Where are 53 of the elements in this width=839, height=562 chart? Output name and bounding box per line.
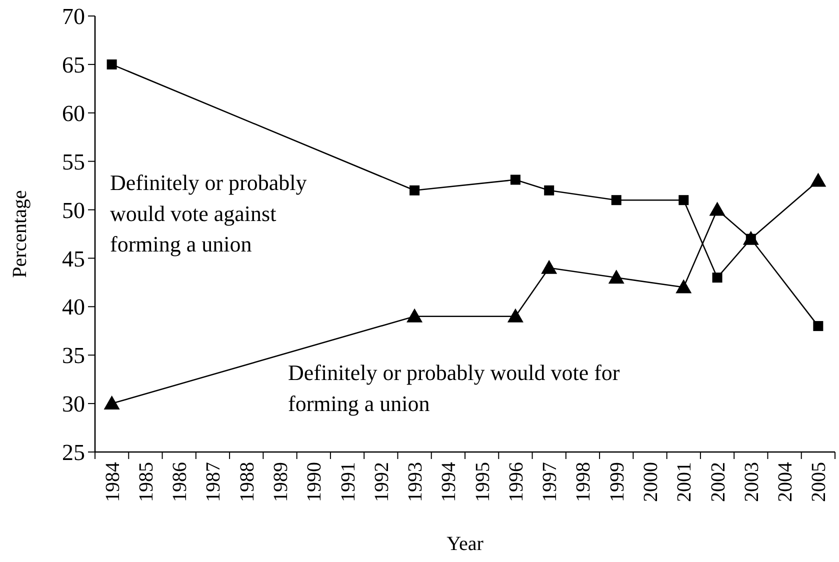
point xyxy=(676,279,692,294)
point xyxy=(544,185,554,196)
x-tick-label: 1999 xyxy=(606,462,628,502)
point xyxy=(709,202,726,216)
point xyxy=(742,230,759,245)
point xyxy=(678,195,689,206)
x-tick-label: 1987 xyxy=(202,462,225,502)
y-tick-label: 45 xyxy=(62,246,85,272)
series-label: Definitely or probably would vote for forming a union xyxy=(288,360,620,416)
x-tick-label: 1989 xyxy=(270,462,292,502)
x-tick-label: 1985 xyxy=(135,462,158,502)
x-tick-label: 1994 xyxy=(438,462,460,502)
x-tick-label: 2005 xyxy=(808,462,830,502)
x-tick-label: 1995 xyxy=(472,462,494,502)
point xyxy=(810,172,826,187)
point xyxy=(541,260,558,274)
x-tick-label: 2002 xyxy=(707,462,730,502)
point xyxy=(406,308,423,322)
point xyxy=(104,396,120,410)
point xyxy=(510,174,520,185)
point xyxy=(608,270,624,284)
x-axis-title: Year xyxy=(446,533,484,555)
y-tick-label: 50 xyxy=(62,198,85,223)
x-tick-label: 1996 xyxy=(505,462,528,502)
x-tick-label: 1988 xyxy=(236,462,258,502)
x-tick-label: 1993 xyxy=(404,462,427,502)
y-tick-label: 65 xyxy=(62,52,85,78)
y-tick-label: 70 xyxy=(62,4,85,30)
point xyxy=(507,308,524,322)
y-tick-label: 60 xyxy=(62,100,85,126)
point xyxy=(410,185,420,196)
y-tick-label: 35 xyxy=(62,343,85,368)
series-label: Definitely or probably would vote against forming a union xyxy=(110,170,307,257)
y-tick-label: 40 xyxy=(62,294,85,320)
y-axis-title: Percentage xyxy=(9,190,31,278)
y-tick-label: 25 xyxy=(62,440,85,466)
point xyxy=(106,59,117,70)
x-tick-label: 1997 xyxy=(539,462,562,502)
point xyxy=(813,321,824,332)
point xyxy=(712,272,722,283)
x-tick-label: 2000 xyxy=(640,462,662,502)
x-tick-label: 1998 xyxy=(572,462,595,502)
y-tick-label: 30 xyxy=(62,392,85,417)
y-tick-label: 55 xyxy=(62,149,85,174)
x-tick-label: 1984 xyxy=(102,462,124,502)
x-tick-label: 1991 xyxy=(337,462,360,502)
x-tick-label: 2003 xyxy=(740,462,763,502)
x-tick-label: 1990 xyxy=(304,462,326,502)
x-tick-label: 2001 xyxy=(674,462,696,502)
x-tick-label: 1986 xyxy=(169,462,192,502)
x-tick-label: 1992 xyxy=(370,462,393,502)
point xyxy=(611,195,622,206)
x-tick-label: 2004 xyxy=(774,462,797,502)
